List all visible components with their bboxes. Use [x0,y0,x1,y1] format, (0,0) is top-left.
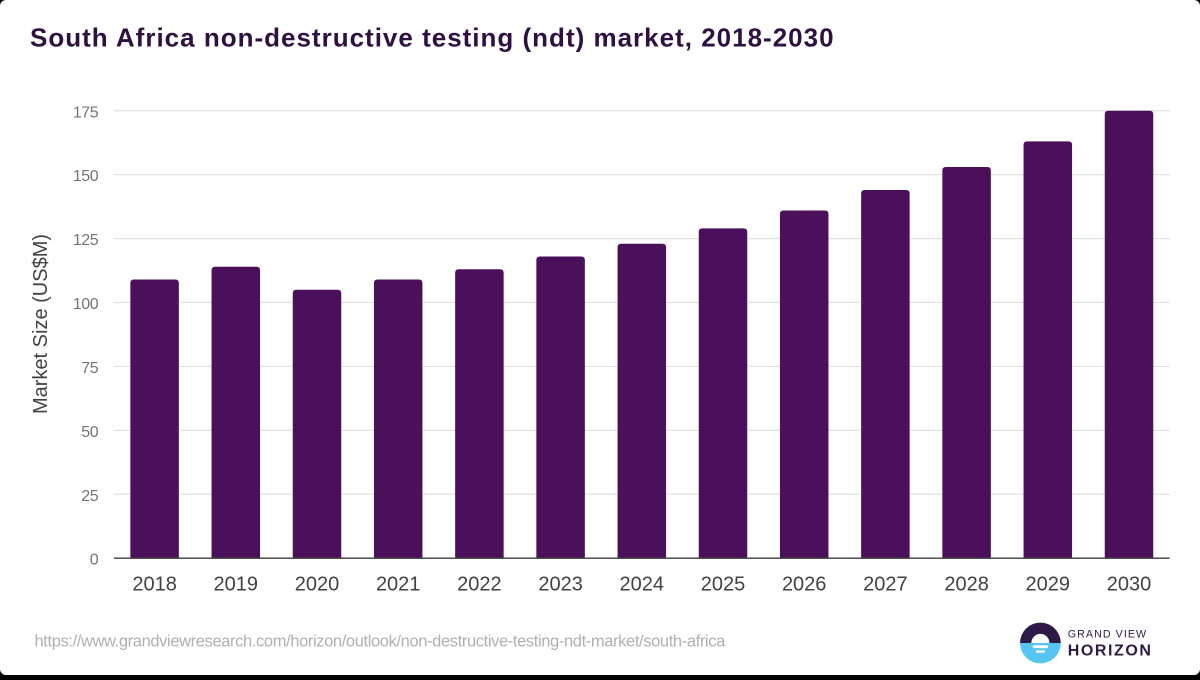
svg-text:175: 175 [73,104,99,121]
svg-text:50: 50 [81,424,98,441]
svg-text:2021: 2021 [376,574,421,596]
svg-text:2018: 2018 [132,574,177,596]
svg-text:2029: 2029 [1026,574,1071,596]
svg-text:South Africa non-destructive t: South Africa non-destructive testing (nd… [30,22,835,52]
svg-text:HORIZON: HORIZON [1068,643,1153,660]
svg-text:Market Size (US$M): Market Size (US$M) [30,234,52,414]
svg-text:2026: 2026 [782,574,827,596]
svg-text:2027: 2027 [863,574,908,596]
svg-text:2023: 2023 [538,574,583,596]
svg-text:125: 125 [73,232,99,249]
svg-text:150: 150 [73,168,99,185]
svg-text:2025: 2025 [701,574,746,596]
svg-text:https://www.grandviewresearch.: https://www.grandviewresearch.com/horizo… [35,632,727,650]
svg-text:2028: 2028 [944,574,989,596]
svg-text:2019: 2019 [214,574,259,596]
svg-text:2022: 2022 [457,574,502,596]
svg-text:2024: 2024 [620,574,665,596]
svg-text:2030: 2030 [1107,574,1152,596]
svg-text:2020: 2020 [295,574,340,596]
svg-text:25: 25 [81,488,98,505]
svg-text:100: 100 [73,296,99,313]
svg-text:75: 75 [81,360,98,377]
svg-text:GRAND VIEW: GRAND VIEW [1068,628,1147,640]
svg-text:0: 0 [90,552,99,569]
